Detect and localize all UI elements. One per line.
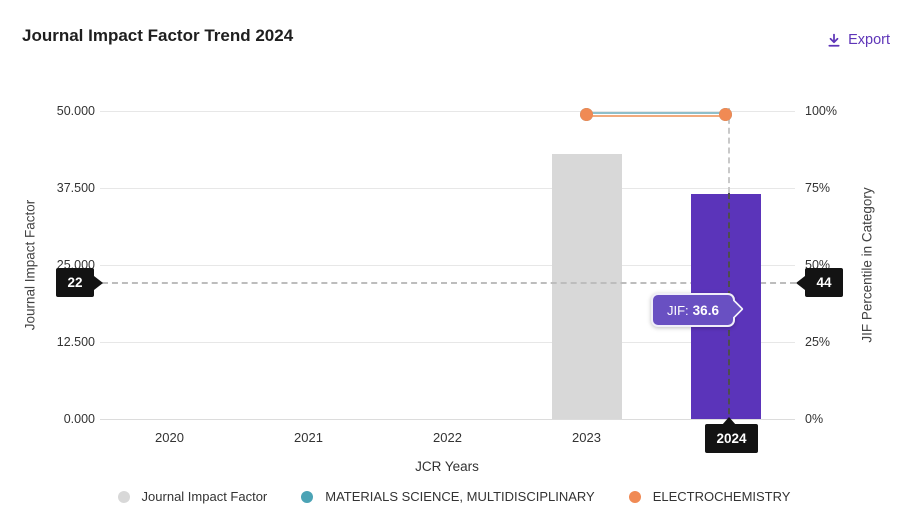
y-axis-left-tick: 37.500 bbox=[56, 181, 95, 195]
percentile-marker[interactable] bbox=[580, 108, 593, 122]
chart-legend: Journal Impact Factor MATERIALS SCIENCE, … bbox=[0, 489, 908, 504]
y-axis-right-tick: 0% bbox=[805, 412, 824, 426]
legend-item[interactable]: MATERIALS SCIENCE, MULTIDISCIPLINARY bbox=[301, 489, 595, 504]
crosshair-horizontal-line bbox=[102, 282, 796, 284]
legend-label: Journal Impact Factor bbox=[141, 489, 268, 504]
export-button[interactable]: Export bbox=[823, 30, 894, 50]
x-axis-title: JCR Years bbox=[415, 459, 479, 474]
legend-item[interactable]: Journal Impact Factor bbox=[117, 489, 268, 504]
y-axis-left-tick: 50.000 bbox=[56, 104, 95, 118]
jif-bar-2023[interactable] bbox=[551, 154, 622, 419]
legend-label: MATERIALS SCIENCE, MULTIDISCIPLINARY bbox=[325, 489, 595, 504]
x-axis-tick-2021: 2021 bbox=[294, 430, 323, 445]
x-axis-tick-2020: 2020 bbox=[155, 430, 184, 445]
x-axis-marker-tag: 2024 bbox=[705, 424, 758, 453]
percentile-line-segment bbox=[586, 111, 726, 114]
export-label: Export bbox=[848, 32, 890, 48]
gridline bbox=[100, 419, 795, 420]
legend-dot-icon bbox=[628, 490, 641, 503]
gridline bbox=[100, 265, 795, 266]
gridline bbox=[100, 342, 795, 343]
y-axis-right-tick: 75% bbox=[805, 181, 831, 195]
left-tag-arrow-icon bbox=[94, 276, 103, 290]
x-axis-tick-2023: 2023 bbox=[572, 430, 601, 445]
tooltip-label: JIF: bbox=[667, 302, 689, 318]
y-axis-left-tick: 0.000 bbox=[63, 412, 95, 426]
tooltip-value: 36.6 bbox=[692, 302, 719, 318]
legend-dot-icon bbox=[117, 490, 130, 503]
left-axis-marker-tag: 22 bbox=[56, 268, 94, 297]
left-axis-title: Journal Impact Factor bbox=[22, 199, 38, 331]
gridline bbox=[100, 188, 795, 189]
page-title: Journal Impact Factor Trend 2024 bbox=[22, 26, 294, 45]
legend-item[interactable]: ELECTROCHEMISTRY bbox=[628, 489, 791, 504]
percentile-marker[interactable] bbox=[719, 108, 732, 122]
download-icon bbox=[827, 33, 841, 48]
right-tag-arrow-icon bbox=[796, 276, 805, 290]
plot-area bbox=[100, 107, 795, 420]
legend-label: ELECTROCHEMISTRY bbox=[652, 489, 791, 504]
percentile-line-segment bbox=[586, 115, 726, 118]
right-axis-title: JIF Percentile in Category bbox=[859, 187, 875, 343]
right-axis-marker-tag: 44 bbox=[805, 268, 843, 297]
x-tag-arrow-icon bbox=[722, 417, 736, 425]
gridline bbox=[100, 111, 795, 112]
x-axis-tick-2022: 2022 bbox=[433, 430, 462, 445]
y-axis-right-tick: 100% bbox=[805, 104, 837, 118]
y-axis-left-tick: 12.500 bbox=[56, 335, 95, 349]
legend-dot-icon bbox=[301, 490, 314, 503]
jif-tooltip: JIF: 36.6 bbox=[651, 293, 744, 327]
crosshair-vertical-line bbox=[728, 108, 730, 193]
y-axis-right-tick: 25% bbox=[805, 335, 831, 349]
